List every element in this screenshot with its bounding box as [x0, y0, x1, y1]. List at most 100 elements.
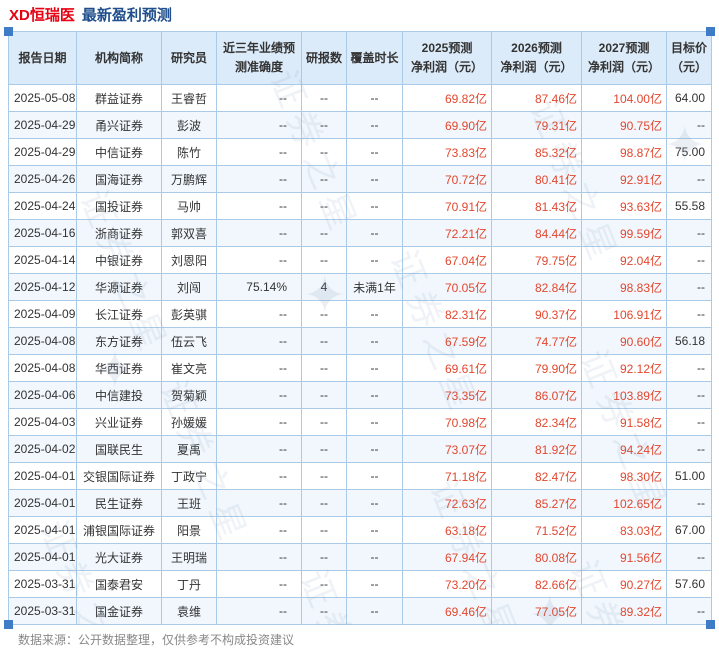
table-cell: --: [301, 354, 347, 382]
table-cell: 92.91亿: [581, 165, 667, 193]
table-cell: --: [666, 597, 712, 625]
table-cell: 82.84亿: [491, 273, 582, 301]
table-cell: 80.08亿: [491, 543, 582, 571]
table-cell: --: [216, 300, 302, 328]
table-cell: 兴业证券: [76, 408, 162, 436]
table-cell: 刘恩阳: [161, 246, 217, 274]
table-row: 2025-04-01 光大证券 王明瑞 -- -- -- 67.94亿 80.08亿 91.56…: [8, 543, 712, 571]
table-cell: 华西证券: [76, 354, 162, 382]
table-body: 2025-05-08 群益证券 王睿哲 -- -- -- 69.82亿 87.46亿 104.0…: [8, 84, 712, 625]
table-cell: --: [301, 246, 347, 274]
table-cell: 79.75亿: [491, 246, 582, 274]
table-cell: --: [301, 219, 347, 247]
table-cell: 91.58亿: [581, 408, 667, 436]
table-cell: 2025-04-06: [8, 381, 77, 409]
table-row: 2025-04-14 中银证券 刘恩阳 -- -- -- 67.04亿 79.75亿 92.04…: [8, 246, 712, 274]
table-row: 2025-03-31 国金证券 袁维 -- -- -- 69.46亿 77.05亿 89.32亿…: [8, 597, 712, 625]
table-cell: 98.30亿: [581, 462, 667, 490]
table-cell: 2025-04-12: [8, 273, 77, 301]
table-cell: 74.77亿: [491, 327, 582, 355]
table-cell: 69.90亿: [402, 111, 492, 139]
table-cell: 102.65亿: [581, 489, 667, 517]
column-header-coverage_length: 覆盖时长: [346, 31, 403, 85]
table-cell: --: [346, 354, 403, 382]
table-cell: 72.63亿: [402, 489, 492, 517]
table-cell: 伍云飞: [161, 327, 217, 355]
table-cell: 2025-04-29: [8, 111, 77, 139]
table-cell: --: [301, 570, 347, 598]
table-cell: 71.52亿: [491, 516, 582, 544]
table-row: 2025-04-08 东方证券 伍云飞 -- -- -- 67.59亿 74.77亿 90.60…: [8, 327, 712, 355]
column-header-target_price: 目标价 （元）: [666, 31, 712, 85]
table-cell: --: [301, 597, 347, 625]
table-cell: 70.72亿: [402, 165, 492, 193]
table-cell: 2025-04-08: [8, 327, 77, 355]
table-cell: 2025-03-31: [8, 570, 77, 598]
table-cell: 98.83亿: [581, 273, 667, 301]
table-cell: --: [346, 84, 403, 112]
table-cell: 67.94亿: [402, 543, 492, 571]
table-cell: 63.18亿: [402, 516, 492, 544]
table-cell: 2025-04-01: [8, 543, 77, 571]
table-cell: 82.34亿: [491, 408, 582, 436]
table-cell: 孙媛媛: [161, 408, 217, 436]
table-cell: 67.59亿: [402, 327, 492, 355]
table-cell: 郭双喜: [161, 219, 217, 247]
column-header-np_2025: 2025预测 净利润（元）: [402, 31, 492, 85]
table-cell: 袁维: [161, 597, 217, 625]
table-cell: 69.82亿: [402, 84, 492, 112]
table-row: 2025-04-03 兴业证券 孙媛媛 -- -- -- 70.98亿 82.34亿 91.58…: [8, 408, 712, 436]
table-cell: 67.04亿: [402, 246, 492, 274]
table-cell: 中银证券: [76, 246, 162, 274]
table-cell: --: [301, 192, 347, 220]
table-cell: --: [216, 543, 302, 571]
table-cell: --: [666, 543, 712, 571]
table-cell: --: [301, 489, 347, 517]
table-cell: 57.60: [666, 570, 712, 598]
table-cell: 浦银国际证券: [76, 516, 162, 544]
table-cell: 56.18: [666, 327, 712, 355]
table-cell: 2025-04-01: [8, 462, 77, 490]
column-header-report_date: 报告日期: [8, 31, 77, 85]
column-header-institution: 机构简称: [76, 31, 162, 85]
table-cell: 79.31亿: [491, 111, 582, 139]
table-cell: 东方证券: [76, 327, 162, 355]
table-row: 2025-04-06 中信建投 贺菊颖 -- -- -- 73.35亿 86.07亿 103.8…: [8, 381, 712, 409]
table-cell: 91.56亿: [581, 543, 667, 571]
table-cell: --: [216, 327, 302, 355]
table-cell: --: [346, 381, 403, 409]
table-cell: 崔文亮: [161, 354, 217, 382]
table-cell: --: [216, 462, 302, 490]
table-cell: --: [301, 327, 347, 355]
table-cell: --: [301, 300, 347, 328]
table-cell: 马帅: [161, 192, 217, 220]
table-cell: 国泰君安: [76, 570, 162, 598]
table-cell: --: [666, 489, 712, 517]
table-cell: 2025-04-24: [8, 192, 77, 220]
table-cell: 73.35亿: [402, 381, 492, 409]
table-cell: --: [216, 516, 302, 544]
table-cell: --: [216, 489, 302, 517]
table-cell: --: [346, 570, 403, 598]
table-cell: 99.59亿: [581, 219, 667, 247]
table-cell: 群益证券: [76, 84, 162, 112]
table-cell: --: [216, 246, 302, 274]
table-cell: 79.90亿: [491, 354, 582, 382]
table-cell: 2025-04-01: [8, 489, 77, 517]
table-cell: 国金证券: [76, 597, 162, 625]
table-cell: 82.47亿: [491, 462, 582, 490]
table-cell: --: [666, 219, 712, 247]
table-cell: 未满1年: [346, 273, 403, 301]
table-cell: --: [666, 408, 712, 436]
table-cell: --: [666, 273, 712, 301]
table-cell: 92.12亿: [581, 354, 667, 382]
table-cell: 104.00亿: [581, 84, 667, 112]
forecast-table: 报告日期 机构简称 研究员 近三年业绩预 测准确度 研报数 覆盖时长 2025预测 净利润（元）…: [8, 31, 712, 625]
table-cell: 94.24亿: [581, 435, 667, 463]
table-cell: --: [346, 516, 403, 544]
table-cell: 73.20亿: [402, 570, 492, 598]
header-row: 报告日期 机构简称 研究员 近三年业绩预 测准确度 研报数 覆盖时长 2025预测 净利润（元）…: [8, 31, 712, 85]
table-row: 2025-04-12 华源证券 刘闯 75.14% 4 未满1年 70.05亿 82.84亿 9…: [8, 273, 712, 301]
table-cell: 2025-04-01: [8, 516, 77, 544]
table-cell: 国联民生: [76, 435, 162, 463]
